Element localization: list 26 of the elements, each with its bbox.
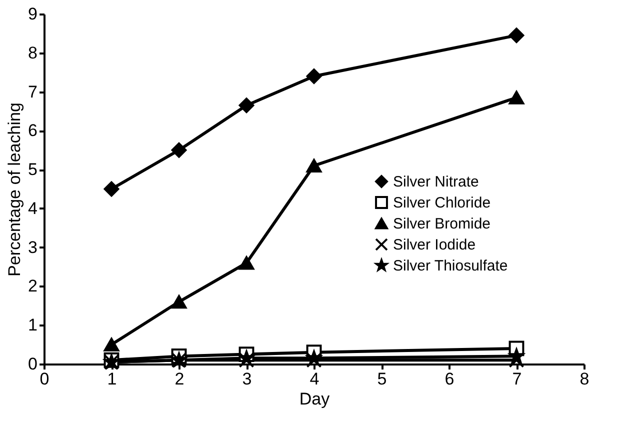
y-tick-label: 8 <box>28 43 38 62</box>
x-axis-title: Day <box>299 390 330 408</box>
x-tick-label: 4 <box>310 370 320 388</box>
legend-label: Silver Nitrate <box>393 174 479 190</box>
x-tick-label: 5 <box>377 370 387 388</box>
y-tick-label: 2 <box>28 276 38 296</box>
x-tick-label: 3 <box>242 370 252 388</box>
y-tick-label: 4 <box>28 198 38 218</box>
y-tick-label: 0 <box>28 354 38 374</box>
y-tick-label: 7 <box>28 82 38 102</box>
y-tick-label: 6 <box>28 121 38 140</box>
x-tick-label: 2 <box>174 370 184 388</box>
y-tick-label: 1 <box>28 316 38 335</box>
x-tick-label: 6 <box>444 370 454 388</box>
y-tick-label: 9 <box>28 4 38 24</box>
legend-label: Silver Chloride <box>393 194 491 212</box>
y-axis-title: Percentage of leaching <box>5 102 24 276</box>
x-tick-label: 7 <box>512 370 522 388</box>
x-tick-label: 1 <box>107 370 117 388</box>
legend-label: Silver Thiosulfate <box>393 258 508 274</box>
x-tick-label: 8 <box>580 370 590 388</box>
legend-label: Silver Iodide <box>393 236 476 254</box>
y-tick-label: 3 <box>28 238 38 257</box>
y-tick-label: 5 <box>28 160 38 180</box>
legend-label: Silver Bromide <box>393 216 491 232</box>
x-tick-label: 0 <box>40 370 50 388</box>
